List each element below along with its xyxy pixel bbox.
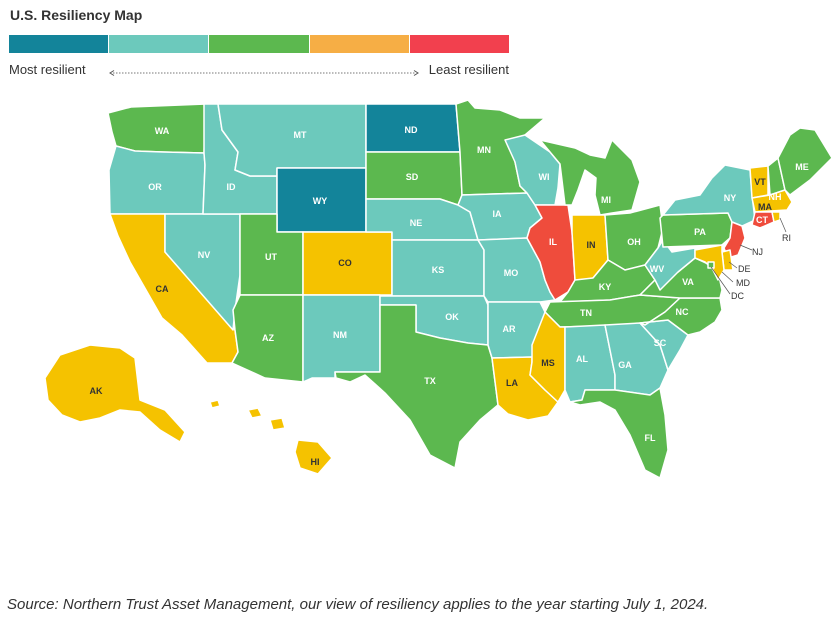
label-ia: IA xyxy=(493,209,503,219)
state-nj xyxy=(723,221,746,259)
label-pa: PA xyxy=(694,227,706,237)
legend-swatch-4 xyxy=(309,35,410,53)
label-in: IN xyxy=(587,240,596,250)
label-sd: SD xyxy=(406,172,419,182)
label-nd: ND xyxy=(405,125,418,135)
label-ga: GA xyxy=(618,360,632,370)
legend-high-label: Least resilient xyxy=(428,62,509,77)
legend-swatch-5 xyxy=(409,35,510,53)
label-az: AZ xyxy=(262,333,274,343)
label-tn: TN xyxy=(580,308,592,318)
state-ri xyxy=(771,211,781,223)
legend-swatch-2 xyxy=(109,35,210,53)
legend-arrow-icon xyxy=(109,70,419,76)
leader-de xyxy=(728,261,738,269)
label-la: LA xyxy=(506,378,518,388)
label-ks: KS xyxy=(432,265,445,275)
state-ct xyxy=(751,211,775,229)
label-ky: KY xyxy=(599,282,612,292)
us-map: WA OR CA NV ID MT WY UT AZ CO NM ND SD N… xyxy=(44,99,833,479)
label-nc: NC xyxy=(676,307,689,317)
legend-color-scale xyxy=(9,35,510,53)
label-sc: SC xyxy=(654,338,667,348)
label-de: DE xyxy=(738,264,751,274)
label-fl: FL xyxy=(645,433,656,443)
label-or: OR xyxy=(148,182,162,192)
legend-low-label: Most resilient xyxy=(9,62,86,77)
state-or xyxy=(108,145,206,215)
label-wa: WA xyxy=(155,126,170,136)
label-va: VA xyxy=(682,277,694,287)
label-ak: AK xyxy=(90,386,103,396)
label-me: ME xyxy=(795,162,809,172)
label-al: AL xyxy=(576,354,588,364)
label-md: MD xyxy=(736,278,750,288)
label-mt: MT xyxy=(294,130,307,140)
leader-md xyxy=(721,271,734,283)
label-ri: RI xyxy=(782,233,791,243)
label-hi: HI xyxy=(311,457,320,467)
state-ms xyxy=(529,311,566,403)
label-co: CO xyxy=(338,258,352,268)
state-dc xyxy=(707,261,715,269)
label-ok: OK xyxy=(445,312,459,322)
label-il: IL xyxy=(549,237,558,247)
state-fl xyxy=(569,387,669,479)
map-title: U.S. Resiliency Map xyxy=(10,7,143,23)
label-ne: NE xyxy=(410,218,423,228)
label-ut: UT xyxy=(265,252,277,262)
label-mo: MO xyxy=(504,268,519,278)
label-vt: VT xyxy=(754,177,766,187)
legend-swatch-1 xyxy=(9,35,110,53)
leader-nj xyxy=(739,244,753,251)
state-hi xyxy=(209,399,333,475)
state-tx xyxy=(334,304,499,469)
legend-swatch-3 xyxy=(209,35,310,53)
label-mi: MI xyxy=(601,195,611,205)
label-mn: MN xyxy=(477,145,491,155)
label-oh: OH xyxy=(627,237,641,247)
label-wy: WY xyxy=(313,196,328,206)
label-ar: AR xyxy=(503,324,516,334)
label-ny: NY xyxy=(724,193,737,203)
label-ca: CA xyxy=(156,284,169,294)
legend-caption: Most resilient Least resilient xyxy=(9,62,509,80)
label-nh: NH xyxy=(769,192,782,202)
source-note: Source: Northern Trust Asset Management,… xyxy=(7,596,709,613)
label-nm: NM xyxy=(333,330,347,340)
state-nc xyxy=(639,297,723,336)
label-ma: MA xyxy=(758,202,772,212)
label-id: ID xyxy=(227,182,237,192)
label-dc: DC xyxy=(731,291,744,301)
state-mt xyxy=(217,103,367,177)
label-nv: NV xyxy=(198,250,211,260)
label-wi: WI xyxy=(539,172,550,182)
label-nj: NJ xyxy=(752,247,763,257)
label-ms: MS xyxy=(541,358,555,368)
state-ak xyxy=(44,344,186,443)
label-ct: CT xyxy=(756,215,768,225)
leader-ri xyxy=(779,217,787,233)
label-wv: WV xyxy=(650,264,665,274)
label-tx: TX xyxy=(424,376,436,386)
leader-dc xyxy=(710,266,731,295)
